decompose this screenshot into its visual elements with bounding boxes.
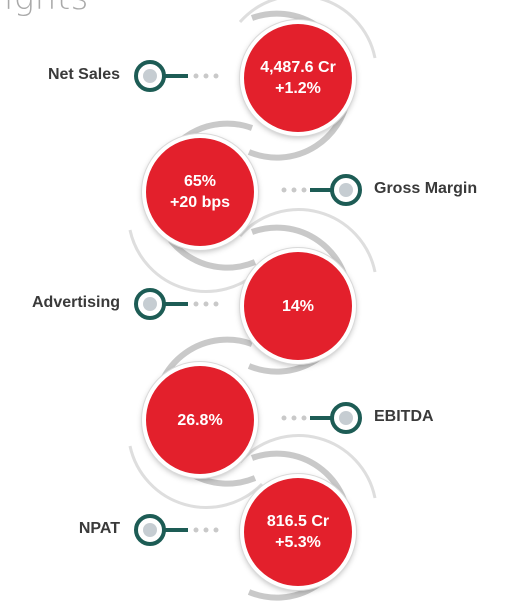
connector-advertising xyxy=(134,288,219,320)
connector-ebitda xyxy=(281,402,362,434)
metric-change: +20 bps xyxy=(169,194,231,211)
metric-change: +1.2% xyxy=(275,80,321,97)
metric-value: 816.5 Cr xyxy=(266,513,330,530)
connector-npat xyxy=(134,514,219,546)
metric-value: 14% xyxy=(281,297,315,315)
metric-value: 26.8% xyxy=(177,411,223,429)
metric-label-ebitda: EBITDA xyxy=(374,408,434,425)
metric-value: 4,487.6 Cr xyxy=(260,59,336,76)
metric-label-gross-margin: Gross Margin xyxy=(374,180,478,197)
connector-net-sales xyxy=(134,60,219,92)
metric-disc-net-sales: 4,487.6 Cr +1.2% xyxy=(240,20,356,136)
metric-value: 65% xyxy=(183,173,217,190)
metric-label-npat: NPAT xyxy=(78,520,120,537)
metric-label-advertising: Advertising xyxy=(31,294,120,311)
metric-disc-ebitda: 26.8% xyxy=(142,362,258,478)
metric-label-net-sales: Net Sales xyxy=(47,66,120,83)
metric-disc-gross-margin: 65% +20 bps xyxy=(142,134,258,250)
metric-change: +5.3% xyxy=(275,534,321,551)
connector-gross-margin xyxy=(281,174,362,206)
section-heading: lights xyxy=(0,0,89,18)
metric-disc-advertising: 14% xyxy=(240,248,356,364)
metric-disc-npat: 816.5 Cr +5.3% xyxy=(240,474,356,590)
